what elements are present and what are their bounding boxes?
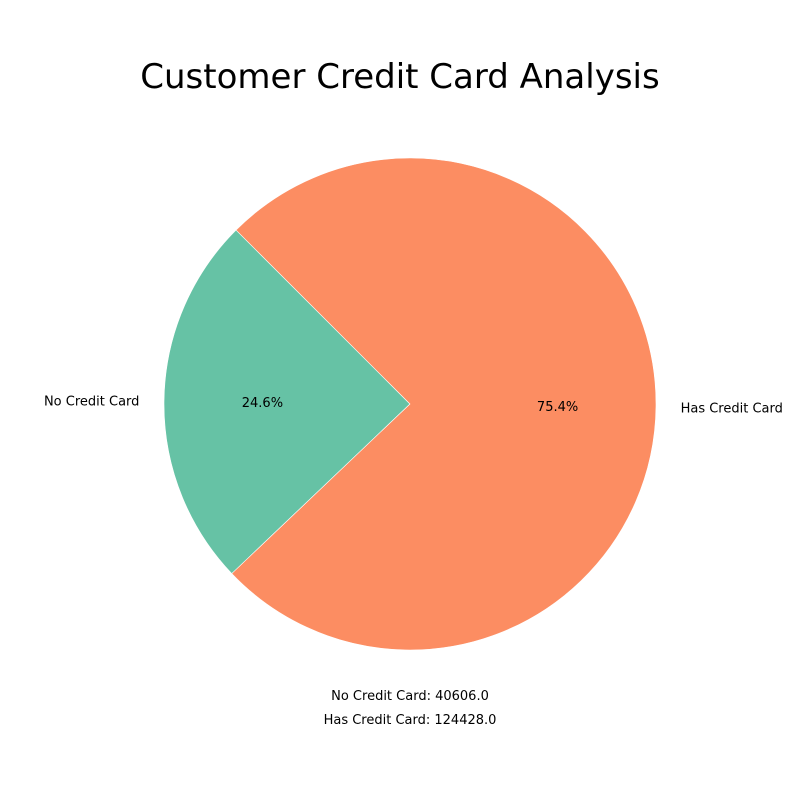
percent-label-no-credit-card: 24.6% [242, 396, 283, 411]
pie-slice-has-credit-card [231, 157, 657, 651]
pie-labels: 24.6% No Credit Card 75.4% Has Credit Card [44, 395, 783, 417]
slice-label-no-credit-card: No Credit Card [44, 395, 139, 410]
summary-line-has-credit-card: Has Credit Card: 124428.0 [324, 713, 497, 728]
pie-slice-no-credit-card [163, 229, 411, 574]
percent-label-has-credit-card: 75.4% [537, 400, 578, 415]
summary-text: No Credit Card: 40606.0 Has Credit Card:… [324, 689, 497, 728]
pie-slices [163, 157, 657, 651]
summary-line-no-credit-card: No Credit Card: 40606.0 [331, 689, 489, 704]
chart-title: Customer Credit Card Analysis [140, 57, 659, 97]
slice-label-has-credit-card: Has Credit Card [681, 401, 783, 416]
